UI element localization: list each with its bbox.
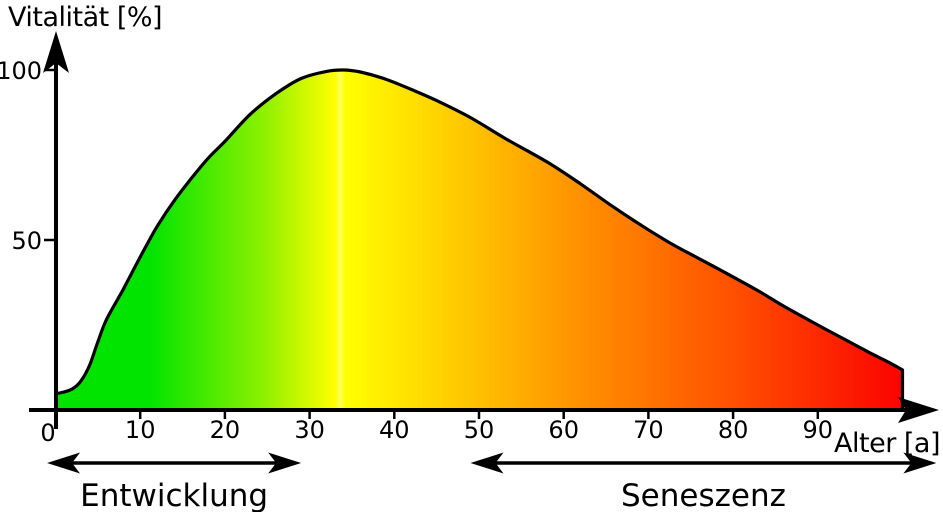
x-tick-label: 10 xyxy=(125,416,156,444)
right-arrowhead-icon xyxy=(268,452,302,474)
y-axis-label: Vitalität [%] xyxy=(8,2,162,33)
x-axis-ticks: 10 20 30 40 50 60 70 80 90 xyxy=(125,410,833,444)
x-tick-label: 30 xyxy=(294,416,325,444)
y-axis: 50 100 Vitalität [%] xyxy=(0,2,163,429)
x-axis: 10 20 30 40 50 60 70 80 90 0 Alter [a] xyxy=(29,397,941,459)
x-tick-label: 90 xyxy=(803,416,834,444)
x-axis-arrowhead-icon xyxy=(898,397,939,423)
x-tick-label: 70 xyxy=(633,416,664,444)
x-tick-label: 60 xyxy=(548,416,579,444)
y-axis-arrowhead-icon xyxy=(43,31,69,73)
origin-tick-label: 0 xyxy=(40,419,55,447)
y-tick-label: 100 xyxy=(0,57,42,85)
x-tick-label: 40 xyxy=(379,416,410,444)
y-tick-label: 50 xyxy=(11,227,42,255)
phase-annotations: Entwicklung Seneszenz xyxy=(47,452,937,512)
y-axis-ticks: 50 100 xyxy=(0,57,56,255)
vitality-curve xyxy=(55,68,905,410)
vitality-area-fill xyxy=(55,69,903,411)
right-arrowhead-icon xyxy=(903,452,937,474)
x-tick-label: 80 xyxy=(718,416,749,444)
range-arrow-seneszenz: Seneszenz xyxy=(470,452,937,512)
left-arrowhead-icon xyxy=(470,452,504,474)
x-tick-label: 20 xyxy=(210,416,241,444)
x-tick-label: 50 xyxy=(464,416,495,444)
range-label: Entwicklung xyxy=(80,478,268,512)
range-arrow-entwicklung: Entwicklung xyxy=(47,452,302,512)
left-arrowhead-icon xyxy=(47,452,81,474)
range-label: Seneszenz xyxy=(621,478,786,512)
x-axis-label: Alter [a] xyxy=(834,428,940,459)
